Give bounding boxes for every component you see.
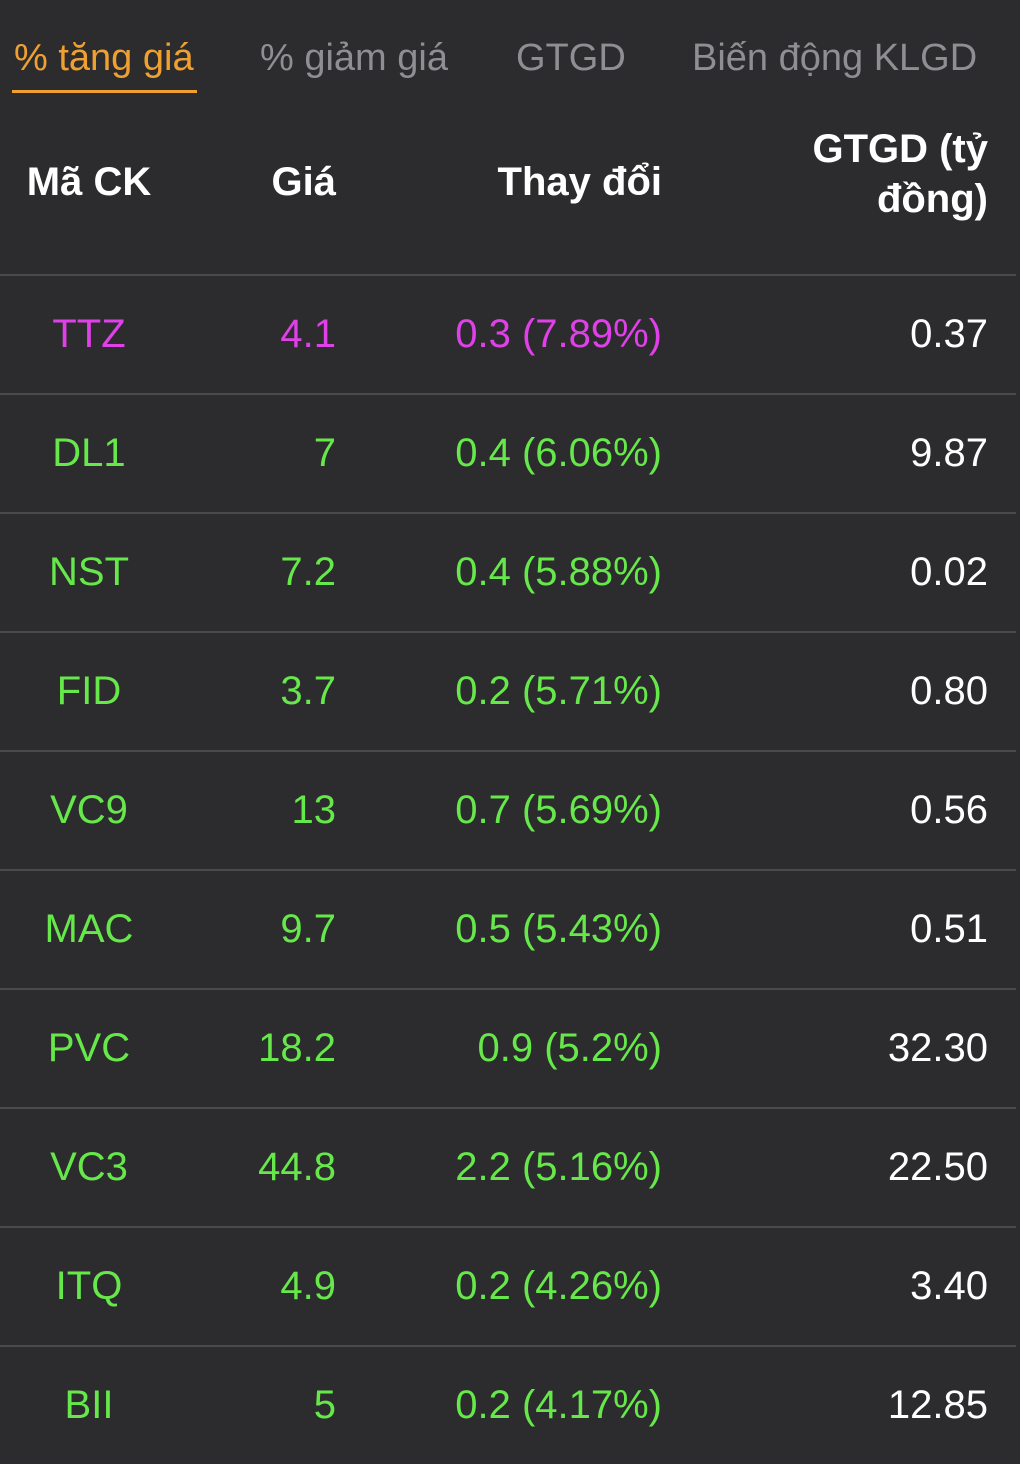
- trading-value: 0.56: [910, 788, 988, 832]
- column-header-value[interactable]: GTGD (tỷ đồng): [700, 124, 988, 224]
- column-header-price[interactable]: Giá: [271, 160, 336, 204]
- trading-value: 0.51: [910, 907, 988, 951]
- stock-change: 0.4 (6.06%): [455, 431, 662, 475]
- tab-top-gainers[interactable]: % tăng giá: [14, 37, 194, 79]
- header-divider: [0, 274, 1016, 276]
- trading-value: 32.30: [887, 1026, 988, 1070]
- stock-change: 0.3 (7.89%): [455, 312, 662, 356]
- stock-change: 2.2 (5.16%): [455, 1145, 662, 1189]
- stock-price: 4.9: [280, 1264, 336, 1308]
- table-row[interactable]: NST 7.2 0.4 (5.88%) 0.02: [0, 514, 1016, 633]
- table-row[interactable]: MAC 9.7 0.5 (5.43%) 0.51: [0, 871, 1016, 990]
- trading-value: 3.40: [910, 1264, 988, 1308]
- table-row[interactable]: DL1 7 0.4 (6.06%) 9.87: [0, 395, 1016, 514]
- stock-code: VC3: [50, 1145, 128, 1189]
- tab-top-losers[interactable]: % giảm giá: [260, 37, 448, 79]
- stock-code: PVC: [47, 1026, 131, 1070]
- stock-price: 44.8: [258, 1145, 336, 1189]
- active-tab-indicator: [12, 90, 197, 93]
- table-row[interactable]: BII 5 0.2 (4.17%) 12.85: [0, 1347, 1016, 1464]
- stock-change: 0.7 (5.69%): [455, 788, 662, 832]
- stock-change: 0.9 (5.2%): [477, 1026, 662, 1070]
- stock-code: NST: [49, 550, 129, 594]
- tab-bar: % tăng giá % giảm giá GTGD Biến động KLG…: [0, 0, 1020, 110]
- tab-trading-value[interactable]: GTGD: [516, 37, 626, 79]
- stock-change: 0.4 (5.88%): [455, 550, 662, 594]
- stock-change: 0.2 (4.26%): [455, 1264, 662, 1308]
- table-header: Mã CK Giá Thay đổi GTGD (tỷ đồng): [0, 110, 1020, 274]
- stock-code: ITQ: [55, 1264, 123, 1308]
- trading-value: 22.50: [887, 1145, 988, 1189]
- stock-code: BII: [64, 1383, 114, 1427]
- table-row[interactable]: FID 3.7 0.2 (5.71%) 0.80: [0, 633, 1016, 752]
- trading-value: 0.02: [910, 550, 988, 594]
- column-header-change[interactable]: Thay đổi: [497, 160, 662, 204]
- column-header-value-line1: GTGD (tỷ: [812, 127, 988, 171]
- trading-value: 0.80: [910, 669, 988, 713]
- stock-code: MAC: [44, 907, 134, 951]
- stock-price: 13: [291, 788, 337, 832]
- stock-code: DL1: [52, 431, 126, 475]
- stock-change: 0.5 (5.43%): [455, 907, 662, 951]
- column-header-code[interactable]: Mã CK: [26, 160, 152, 204]
- trading-value: 12.85: [887, 1383, 988, 1427]
- table-row[interactable]: VC3 44.8 2.2 (5.16%) 22.50: [0, 1109, 1016, 1228]
- stock-change: 0.2 (5.71%): [455, 669, 662, 713]
- stock-price: 7.2: [280, 550, 336, 594]
- table-row[interactable]: ITQ 4.9 0.2 (4.26%) 3.40: [0, 1228, 1016, 1347]
- trading-value: 9.87: [910, 431, 988, 475]
- stock-price: 18.2: [258, 1026, 336, 1070]
- column-header-value-line2: đồng): [876, 177, 988, 221]
- stock-code: TTZ: [52, 312, 126, 356]
- table-row[interactable]: PVC 18.2 0.9 (5.2%) 32.30: [0, 990, 1016, 1109]
- tab-volume-change[interactable]: Biến động KLGD: [692, 37, 978, 79]
- table-row[interactable]: TTZ 4.1 0.3 (7.89%) 0.37: [0, 276, 1016, 395]
- stock-price: 3.7: [280, 669, 336, 713]
- table-row[interactable]: VC9 13 0.7 (5.69%) 0.56: [0, 752, 1016, 871]
- stock-price: 9.7: [280, 907, 336, 951]
- stock-code: VC9: [50, 788, 128, 832]
- stock-price: 7: [313, 431, 336, 475]
- trading-value: 0.37: [910, 312, 988, 356]
- stock-code: FID: [56, 669, 122, 713]
- stock-change: 0.2 (4.17%): [455, 1383, 662, 1427]
- stock-price: 5: [313, 1383, 336, 1427]
- stock-table: TTZ 4.1 0.3 (7.89%) 0.37 DL1 7 0.4 (6.06%) 9.87…: [0, 276, 1020, 1464]
- stock-price: 4.1: [280, 312, 336, 356]
